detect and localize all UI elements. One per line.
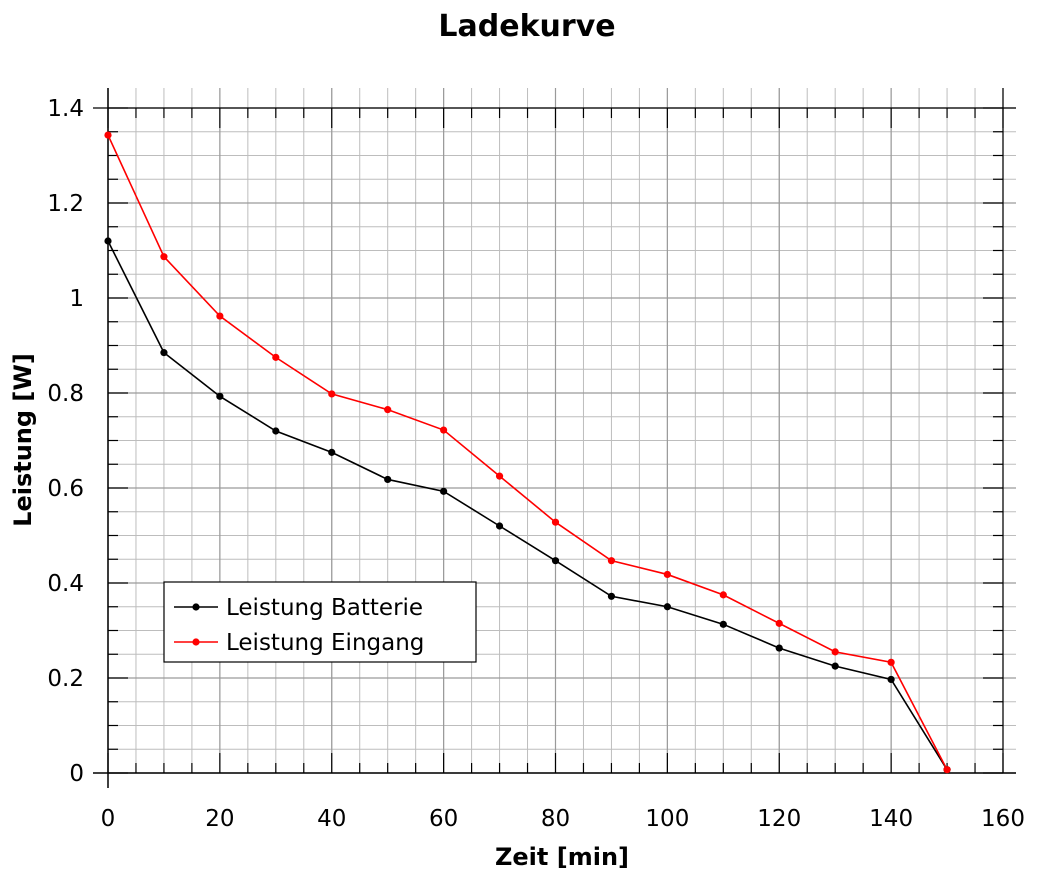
series-line: [107, 240, 948, 771]
x-tick-label: 140: [869, 806, 913, 832]
data-point: [440, 487, 448, 495]
legend-box: [163, 581, 477, 663]
x-tick-label: 20: [205, 806, 234, 832]
y-tick-label: 0.2: [47, 666, 84, 692]
data-point: [216, 312, 224, 320]
data-point: [272, 353, 280, 361]
data-point: [440, 426, 448, 434]
y-tick-label: 1: [69, 286, 84, 312]
data-point: [831, 648, 839, 656]
axis-ticks: [93, 88, 1016, 774]
legend-marker: [192, 603, 200, 611]
y-axis-title: Leistung [W]: [9, 353, 37, 527]
data-point: [495, 522, 504, 530]
data-point: [328, 390, 336, 398]
data-point: [272, 427, 280, 435]
x-tick-label: 120: [757, 806, 801, 832]
data-point: [943, 766, 951, 774]
y-tick-label: 0.4: [47, 571, 84, 597]
data-point: [887, 658, 895, 666]
y-tick-label: 1.2: [47, 191, 84, 217]
series-eingang: [104, 131, 951, 774]
data-point: [607, 592, 616, 600]
legend-marker: [192, 638, 200, 646]
x-tick-label: 80: [541, 806, 570, 832]
x-axis-title: Zeit [min]: [495, 843, 629, 871]
data-point: [160, 253, 168, 261]
data-point: [551, 518, 560, 526]
chart-title: Ladekurve: [438, 9, 615, 44]
data-point: [384, 406, 392, 414]
data-point: [607, 557, 616, 565]
series-layer: [104, 131, 951, 774]
x-tick-label: 100: [645, 806, 689, 832]
series-batterie: [104, 237, 951, 774]
data-point: [384, 475, 392, 484]
data-point: [887, 675, 895, 684]
grid-minor: [107, 88, 1016, 774]
data-point: [831, 662, 839, 670]
data-point: [663, 570, 671, 579]
series-line: [107, 134, 948, 771]
grid-major: [107, 88, 1016, 774]
data-point: [216, 392, 224, 400]
data-point: [663, 603, 671, 611]
data-point: [719, 620, 727, 628]
data-point: [104, 237, 112, 245]
x-tick-label: 0: [101, 806, 116, 832]
data-point: [551, 557, 560, 565]
data-point: [104, 131, 112, 139]
data-point: [328, 448, 336, 456]
data-point: [775, 644, 783, 652]
y-tick-label: 0.8: [47, 381, 84, 407]
data-point: [719, 591, 727, 599]
legend: Leistung Batterie Leistung Eingang: [163, 581, 477, 663]
y-tick-label: 1.4: [47, 96, 84, 122]
x-tick-label: 160: [981, 806, 1025, 832]
legend-label: Leistung Eingang: [226, 630, 424, 656]
x-tick-label: 40: [317, 806, 346, 832]
data-point: [160, 349, 168, 357]
data-point: [775, 619, 783, 627]
x-tick-label: 60: [429, 806, 458, 832]
data-point: [495, 472, 504, 480]
legend-label: Leistung Batterie: [226, 595, 423, 621]
y-tick-label: 0: [69, 761, 84, 787]
tick-labels: 0 20 40 60 80 100 120 140 160 0 0.2 0.4 0.6 0.8 1 1.2 1.…: [47, 96, 1025, 832]
y-tick-label: 0.6: [47, 476, 84, 502]
